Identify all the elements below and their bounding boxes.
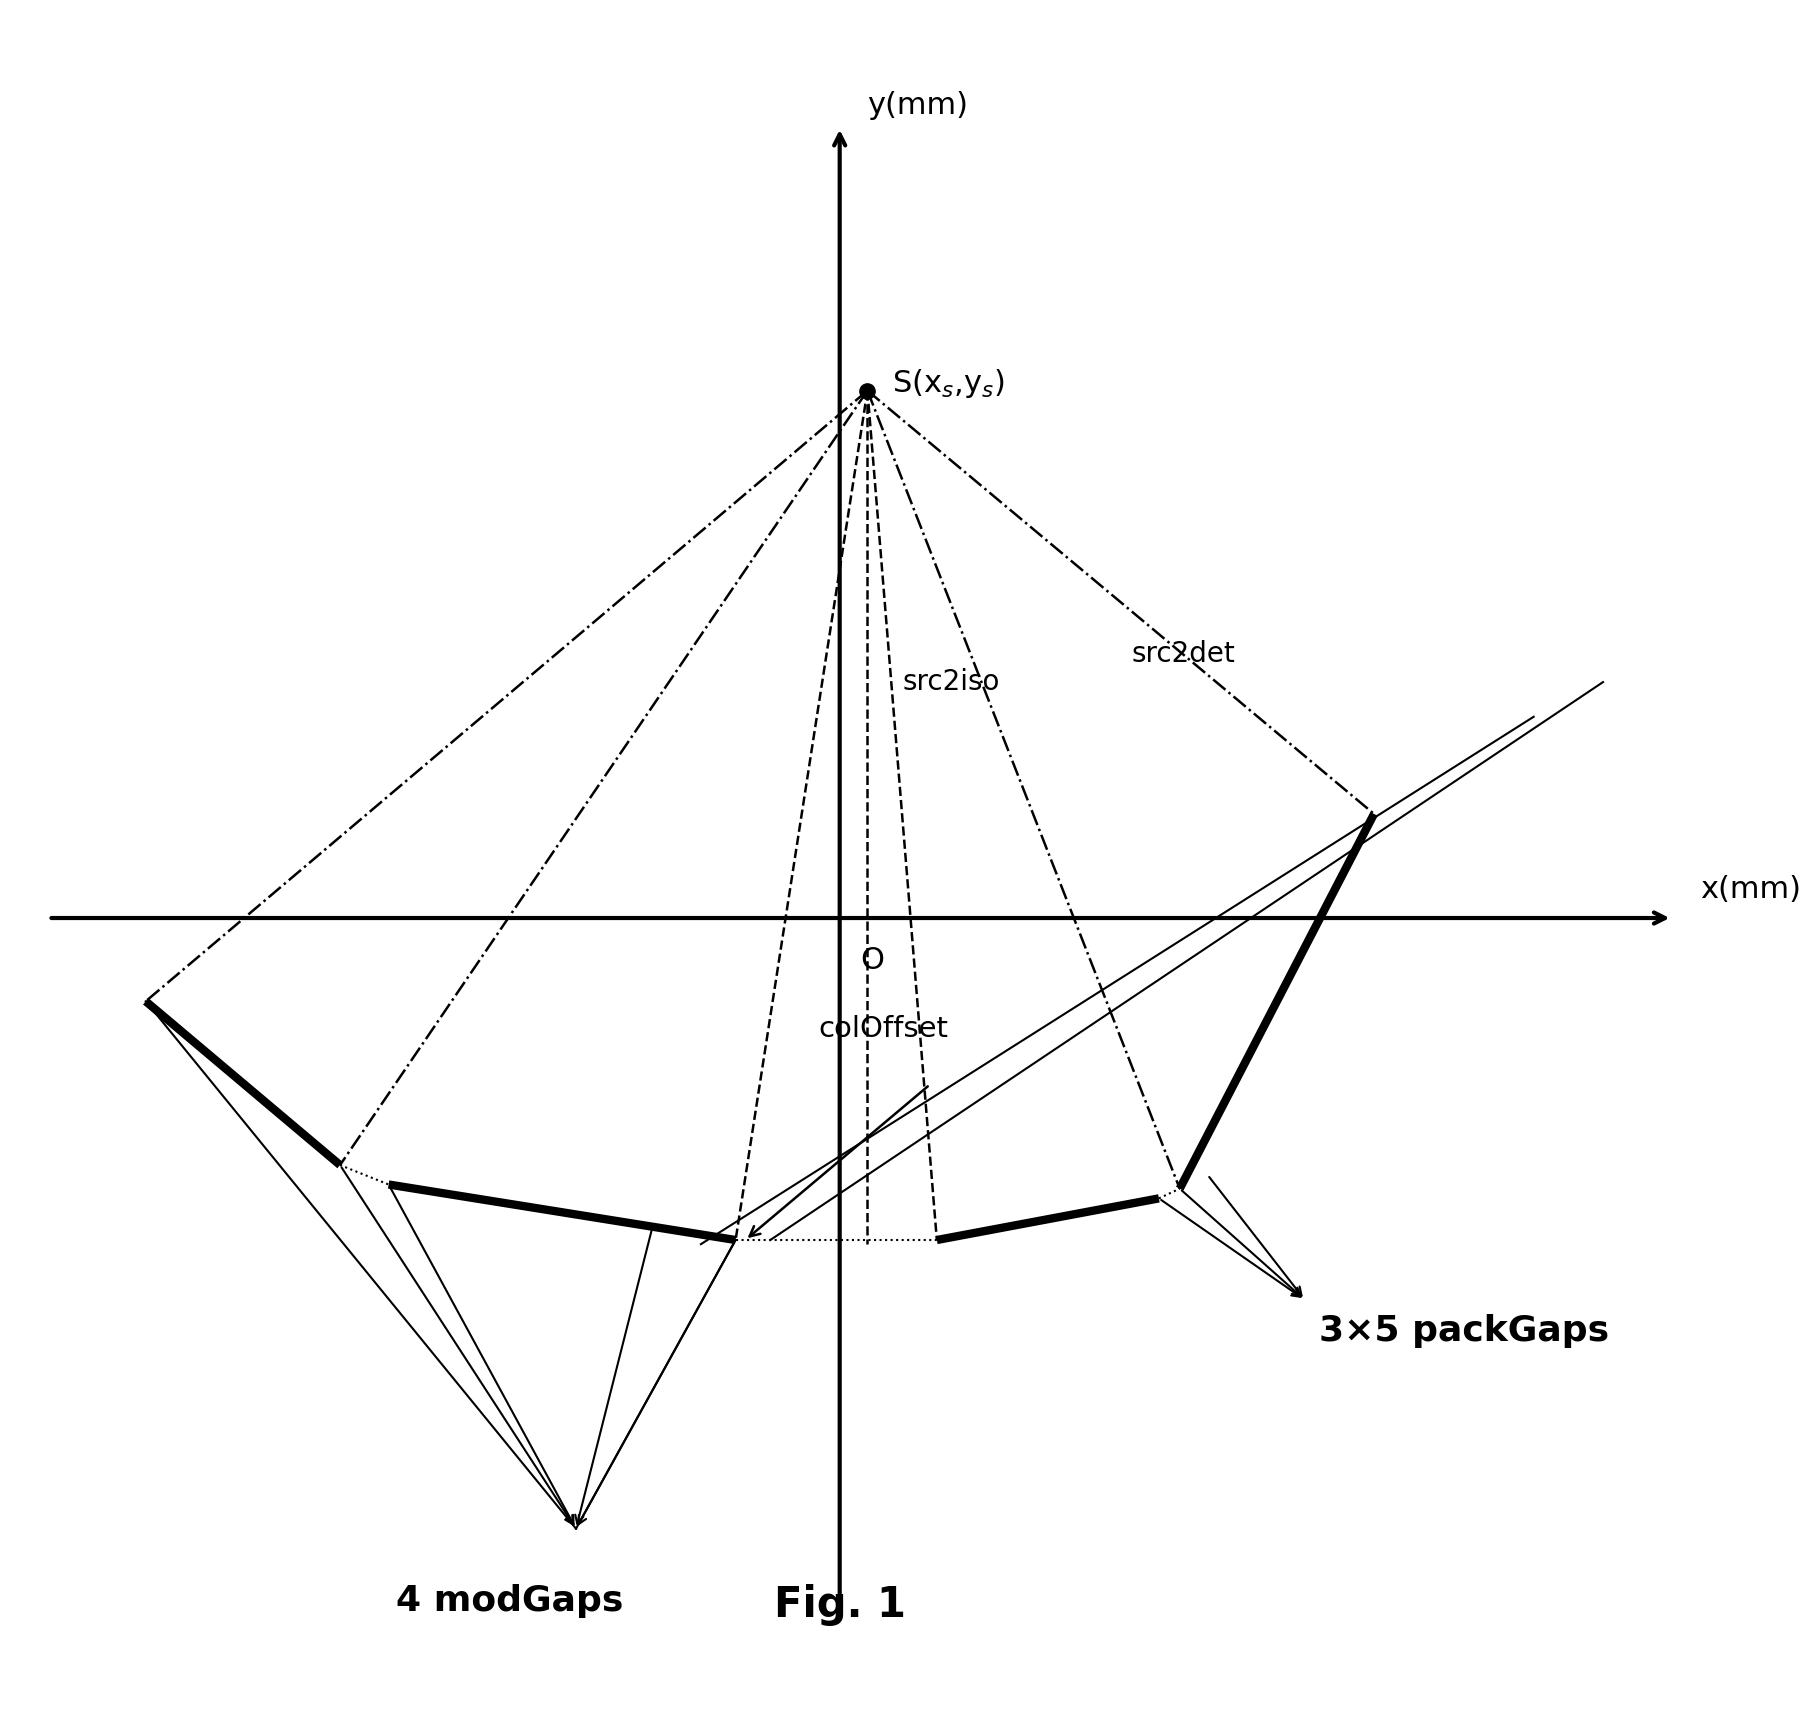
- Text: S(x$_s$,y$_s$): S(x$_s$,y$_s$): [892, 367, 1006, 400]
- Text: Fig. 1: Fig. 1: [774, 1584, 906, 1627]
- Text: x(mm): x(mm): [1700, 875, 1801, 904]
- Text: 3×5 packGaps: 3×5 packGaps: [1318, 1313, 1609, 1347]
- Text: src2det: src2det: [1131, 640, 1235, 668]
- Text: O: O: [861, 945, 884, 975]
- Text: 4 modGaps: 4 modGaps: [396, 1584, 623, 1618]
- Text: y(mm): y(mm): [868, 91, 968, 121]
- Text: src2iso: src2iso: [903, 668, 999, 697]
- Text: colOffset: colOffset: [819, 1014, 950, 1044]
